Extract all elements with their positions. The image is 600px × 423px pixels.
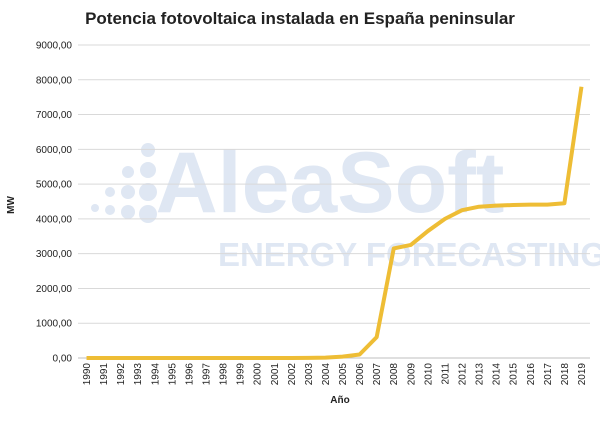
x-tick-label: 1992 (116, 363, 127, 386)
x-tick-label: 2007 (372, 363, 383, 386)
y-tick-label: 1000,00 (36, 319, 73, 330)
x-tick-label: 2019 (577, 363, 588, 386)
x-tick-label: 1993 (133, 363, 144, 386)
y-tick-label: 3000,00 (36, 249, 73, 260)
x-tick-label: 2018 (560, 363, 571, 386)
y-tick-label: 6000,00 (36, 145, 73, 156)
x-tick-label: 1991 (99, 363, 110, 386)
y-tick-label: 9000,00 (36, 41, 73, 52)
y-axis-label: MW (6, 196, 17, 214)
x-tick-label: 2016 (526, 363, 537, 386)
x-tick-label: 2015 (509, 363, 520, 386)
x-tick-label: 2011 (440, 363, 451, 385)
x-tick-label: 2000 (253, 363, 264, 386)
x-tick-label: 2006 (355, 363, 366, 386)
y-tick-label: 8000,00 (36, 75, 73, 86)
x-tick-label: 2005 (338, 363, 349, 386)
x-axis-label: Año (330, 395, 349, 406)
y-tick-label: 4000,00 (36, 214, 73, 225)
x-tick-label: 2004 (321, 363, 332, 386)
chart-title: Potencia fotovoltaica instalada en Españ… (85, 9, 515, 28)
watermark: ENERGY FORECASTING (218, 236, 600, 273)
x-tick-label: 2010 (423, 363, 434, 386)
x-tick-label: 2017 (543, 363, 554, 386)
y-tick-label: 2000,00 (36, 284, 73, 295)
line (86, 86, 584, 360)
x-tick-label: 2003 (304, 363, 315, 386)
y-tick-label: 5000,00 (36, 180, 73, 191)
x-tick-label: 1999 (236, 363, 247, 386)
watermark-dots (91, 143, 157, 223)
y-tick-label: 0,00 (53, 354, 73, 365)
x-tick-label: 1996 (184, 363, 195, 386)
y-tick-label: 7000,00 (36, 110, 73, 121)
x-tick-label: 1990 (82, 363, 93, 386)
x-tick-label: 1994 (150, 363, 161, 386)
x-tick-label: 2009 (406, 363, 417, 386)
x-tick-label: 2001 (270, 363, 281, 386)
x-tick-label: 2008 (389, 363, 400, 386)
x-tick-label: 2012 (458, 363, 469, 386)
x-tick-label: 2014 (492, 363, 503, 386)
x-tick-label: 2013 (475, 363, 486, 386)
x-tick-label: 1998 (219, 363, 230, 386)
watermark: AleaSoft (156, 135, 505, 231)
x-tick-label: 1995 (167, 363, 178, 386)
x-tick-label: 1997 (202, 363, 213, 386)
x-tick-label: 2002 (287, 363, 298, 386)
